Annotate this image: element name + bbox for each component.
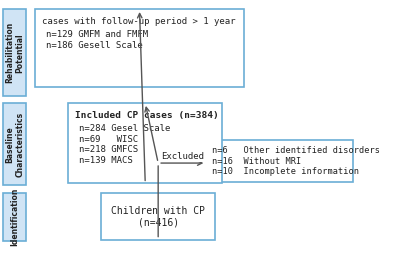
FancyBboxPatch shape bbox=[3, 103, 26, 185]
FancyBboxPatch shape bbox=[3, 193, 26, 242]
FancyBboxPatch shape bbox=[68, 103, 222, 183]
Text: cases with follow-up period > 1 year: cases with follow-up period > 1 year bbox=[42, 17, 236, 26]
FancyBboxPatch shape bbox=[206, 140, 353, 182]
Text: n=129 GMFM and FMFM
n=186 Gesell Scale: n=129 GMFM and FMFM n=186 Gesell Scale bbox=[46, 30, 148, 50]
Text: n=6   Other identified disorders
n=16  Without MRI
n=10  Incomplete information: n=6 Other identified disorders n=16 With… bbox=[212, 146, 380, 176]
FancyBboxPatch shape bbox=[3, 9, 26, 96]
Text: n=284 Gesel Scale
n=69   WISC
n=218 GMFCS
n=139 MACS: n=284 Gesel Scale n=69 WISC n=218 GMFCS … bbox=[79, 124, 170, 165]
Text: Excluded: Excluded bbox=[161, 152, 204, 161]
Text: Rehabilitation
Potential: Rehabilitation Potential bbox=[5, 22, 24, 83]
Text: Identification: Identification bbox=[10, 188, 19, 246]
FancyBboxPatch shape bbox=[35, 9, 244, 87]
Text: Children with CP
(n=416): Children with CP (n=416) bbox=[111, 205, 205, 227]
Text: Included CP cases (n=384): Included CP cases (n=384) bbox=[75, 111, 219, 120]
FancyBboxPatch shape bbox=[101, 193, 215, 240]
Text: Baseline
Characteristics: Baseline Characteristics bbox=[5, 112, 24, 177]
